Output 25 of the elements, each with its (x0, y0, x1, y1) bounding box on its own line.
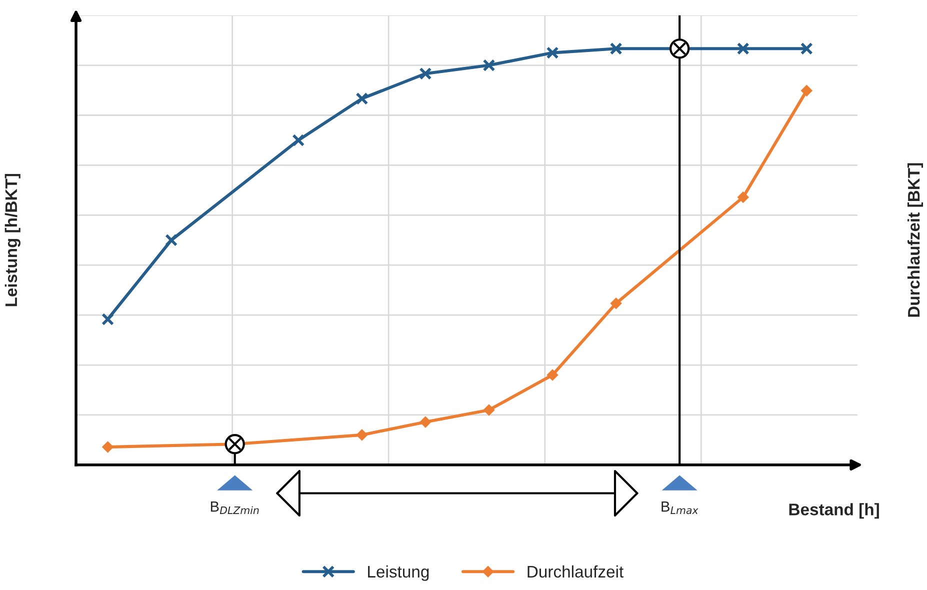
point (736, 42, 750, 55)
point (419, 67, 432, 80)
point (610, 298, 622, 310)
point (102, 312, 114, 326)
point (356, 92, 368, 105)
point (483, 404, 495, 416)
point (610, 42, 622, 55)
point (482, 59, 496, 72)
y-axis-title: Leistung [h/BKT] (4, 174, 20, 306)
point (356, 429, 368, 441)
legend-label: Leistung (368, 565, 429, 581)
point (292, 134, 305, 146)
point (801, 85, 812, 96)
point (546, 46, 559, 60)
y2-axis-title: Durchlaufzeit [BKT] (907, 163, 924, 317)
point (738, 192, 749, 203)
point (546, 369, 558, 381)
x-tick-label: B$_{DLZmin}$ (210, 502, 259, 514)
x-tick-label: B$_{Lmax}$ (662, 502, 698, 514)
point (420, 416, 432, 428)
x-axis-title: Bestand [h] (789, 503, 879, 519)
point (165, 234, 178, 246)
point (800, 42, 813, 55)
point (102, 441, 114, 453)
legend-label: Durchlaufzeit (528, 565, 624, 578)
